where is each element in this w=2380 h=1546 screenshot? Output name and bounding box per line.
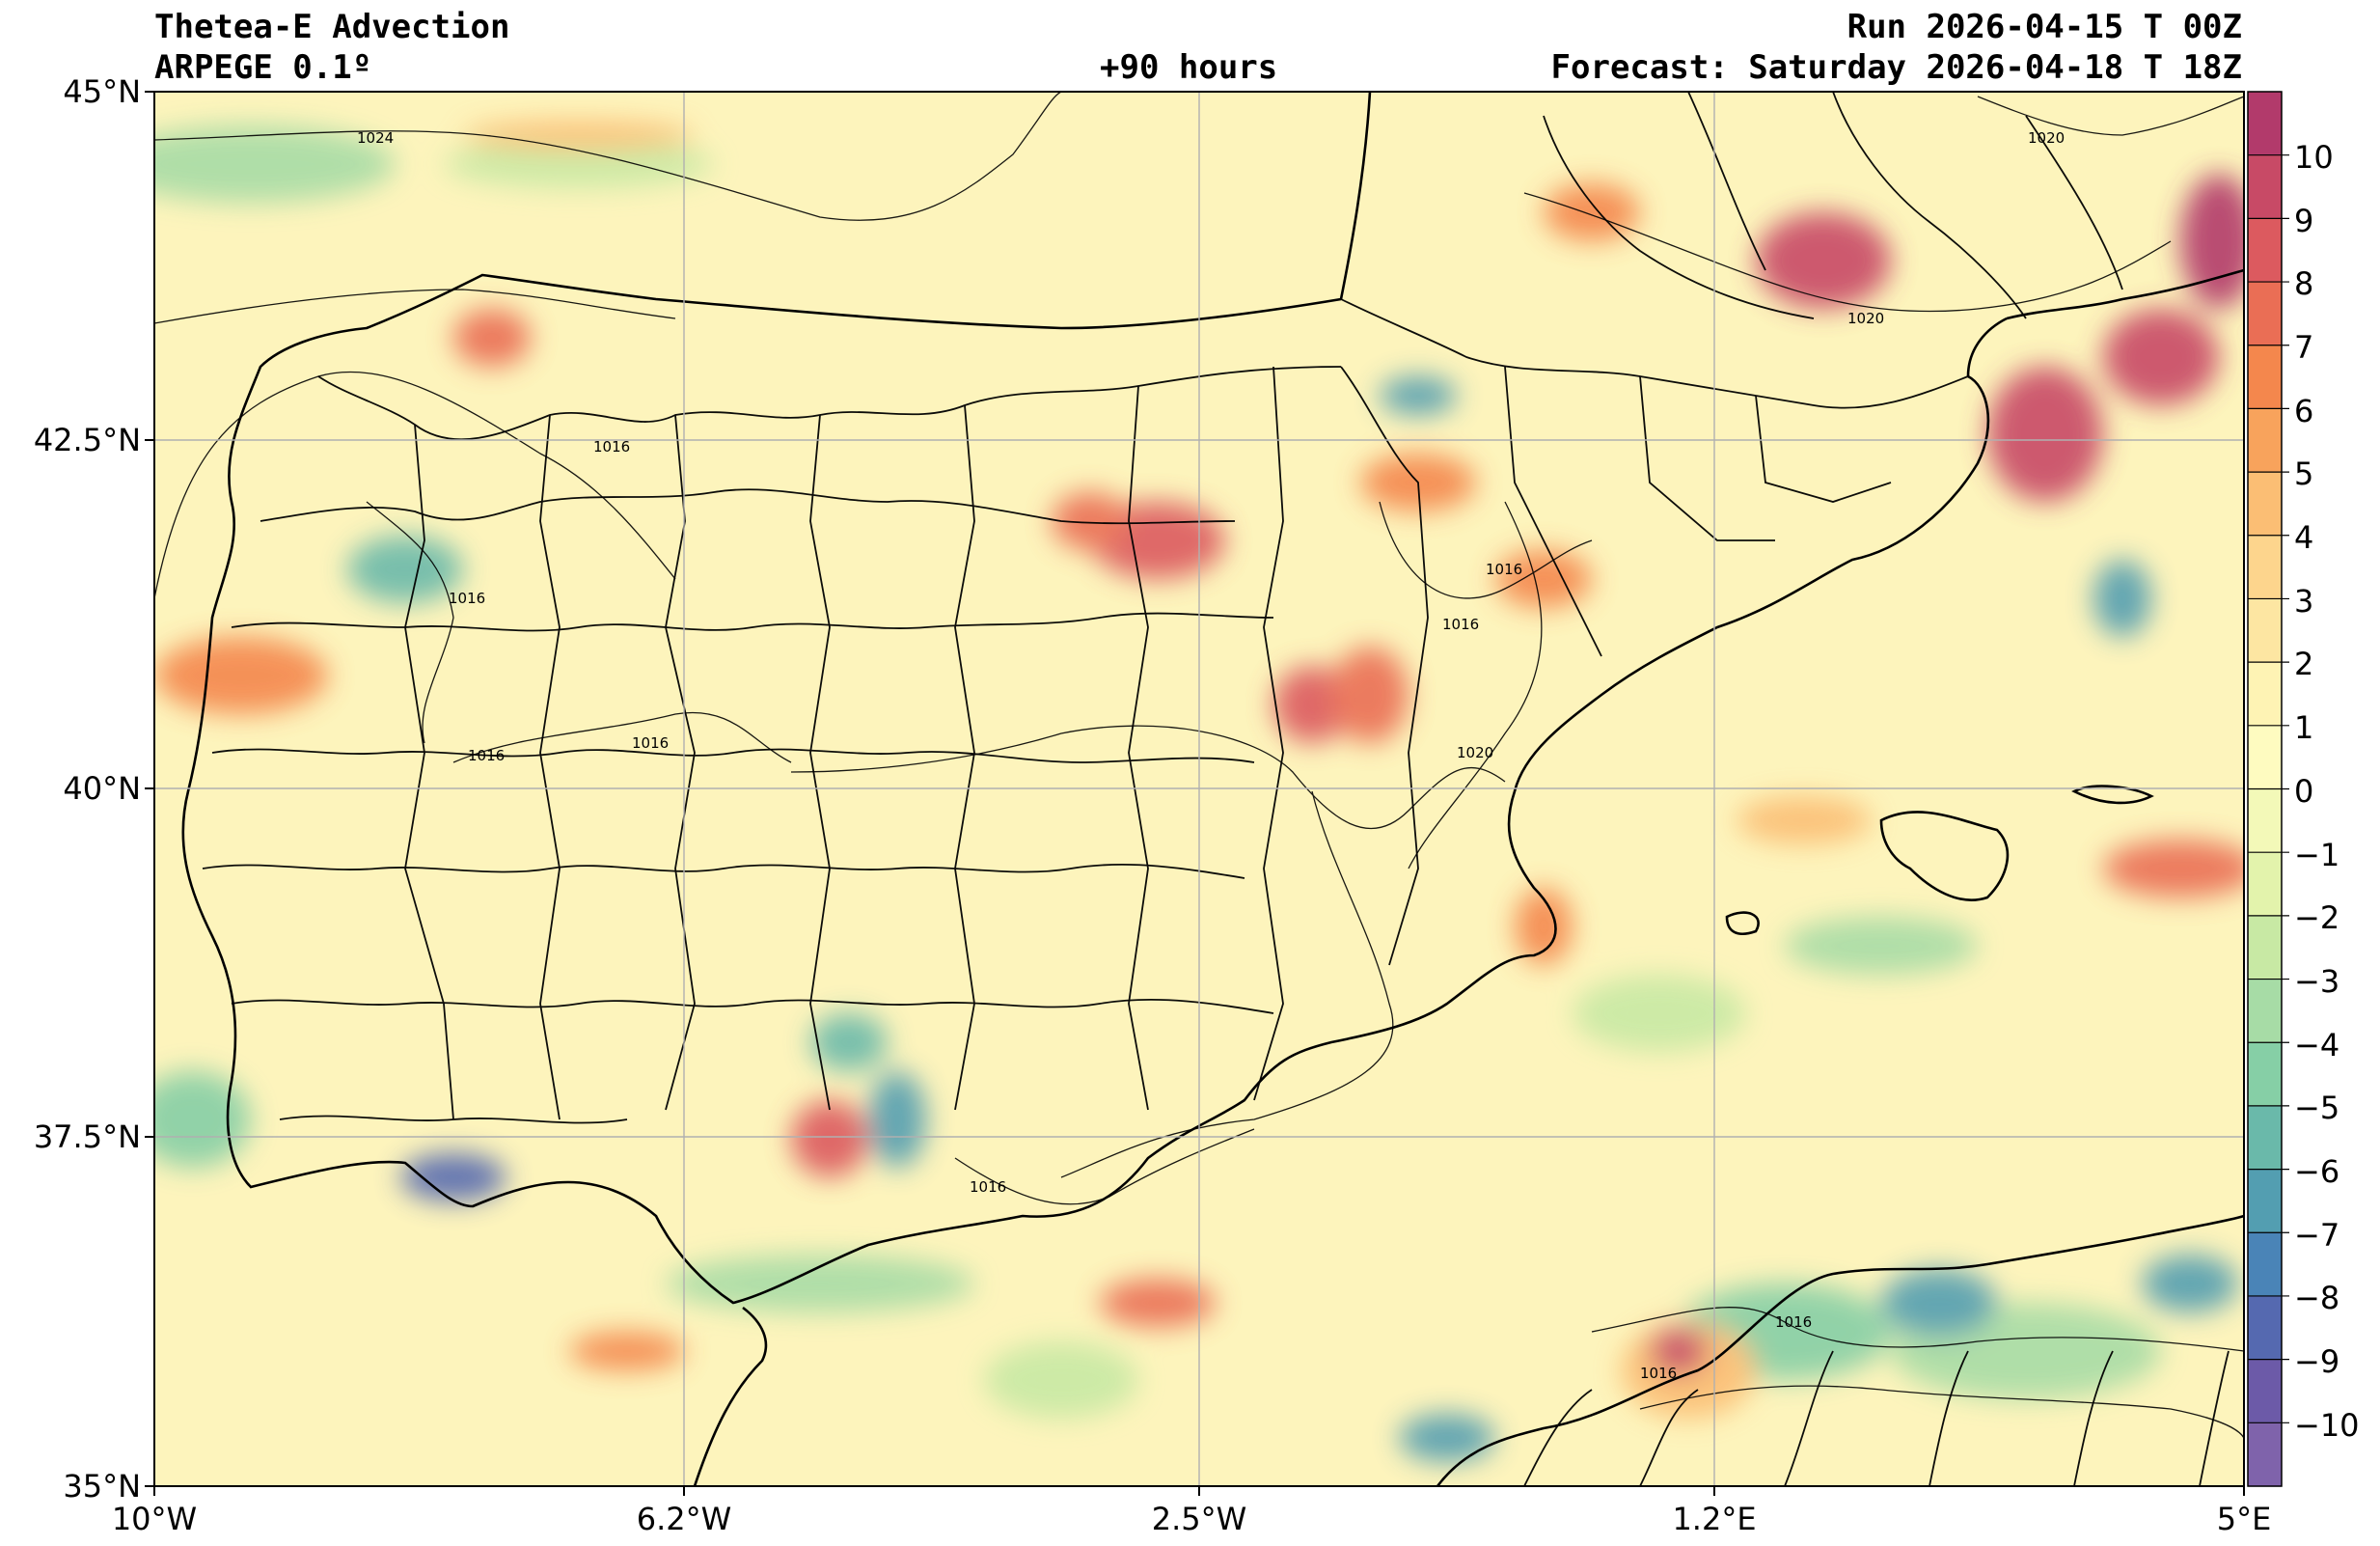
admin-boundaries [202,92,2230,1486]
graticule [154,92,2244,1486]
isobar-label: 1016 [1640,1365,1677,1382]
colorbar-swatch [2248,598,2282,663]
isobar-label: 1020 [2028,129,2065,147]
colorbar-swatch [2248,788,2282,853]
colorbar-tick-label: −8 [2294,1280,2339,1316]
isobar-label: 1016 [970,1178,1006,1196]
lat-tick-label: 40°N [63,770,141,807]
map-title: Thetea-E Advection [154,8,510,46]
colorbar-tick-label: −9 [2294,1343,2339,1380]
colorbar-swatch [2248,915,2282,980]
colorbar-tick-label: 4 [2294,519,2313,556]
colorbar-swatch [2248,282,2282,346]
isobar-label: 1016 [449,590,485,607]
colorbar-swatch [2248,1359,2282,1423]
colorbar-swatch [2248,535,2282,600]
colorbar-swatch [2248,92,2282,156]
colorbar-tick-label: 5 [2294,456,2313,492]
isobar-label: 1016 [593,438,630,456]
colorbar-tick-label: −6 [2294,1153,2339,1190]
lat-tick-label: 42.5°N [34,422,141,458]
model-label: ARPEGE 0.1º [154,48,372,87]
colorbar-tick-label: 9 [2294,203,2313,239]
isobar-label: 1016 [1442,616,1479,633]
lat-tick-label: 45°N [63,73,141,110]
colorbar-tick-label: −10 [2294,1407,2360,1444]
colorbar-tick-label: 2 [2294,646,2313,682]
colorbar-tick-label: 1 [2294,709,2313,746]
colorbar-swatch [2248,725,2282,790]
isobar-label: 1016 [632,734,669,752]
colorbar-tick-label: −4 [2294,1027,2339,1063]
colorbar-tick-label: 8 [2294,265,2313,302]
advection-field [154,92,2244,1486]
colorbar-tick-label: −5 [2294,1090,2339,1126]
colorbar-tick-label: 0 [2294,773,2313,810]
colorbar-tick-label: 3 [2294,583,2313,620]
valid-time-label: Forecast: Saturday 2026-04-18 T 18Z [1550,48,2242,87]
colorbar-swatch [2248,472,2282,537]
colorbar-swatch [2248,1105,2282,1171]
forecast-lead-label: +90 hours [1100,48,1278,87]
isobar-label: 1016 [1486,561,1522,578]
colorbar-tick-label: −2 [2294,899,2339,936]
colorbar-swatch [2248,154,2282,219]
colorbar-tick-label: −3 [2294,963,2339,1000]
colorbar-swatch [2248,1169,2282,1233]
colorbar-tick-label: −1 [2294,837,2339,873]
isobar-label: 1024 [357,129,394,147]
colorbar-tick-label: 7 [2294,329,2313,366]
colorbar-swatch [2248,218,2282,283]
colorbar-swatch [2248,979,2282,1043]
isobar-label: 1020 [1457,744,1493,761]
colorbar: 10 9 8 7 6 5 4 3 2 1 0 −1 −2 −3 −4 −5 −6… [2247,91,2360,1487]
colorbar-tick-label: −7 [2294,1217,2339,1254]
isobar-lines [154,92,2244,1439]
run-label: Run 2026-04-15 T 00Z [1847,8,2242,46]
colorbar-frame [2247,91,2283,1487]
colorbar-tick-marks [2248,154,2289,1423]
colorbar-swatch [2248,1422,2282,1487]
colorbar-swatch [2248,408,2282,473]
lat-tick-label: 35°N [63,1468,141,1505]
lon-tick-label: 2.5°W [1152,1501,1247,1537]
latitude-axis: 45°N 42.5°N 40°N 37.5°N 35°N [34,73,154,1505]
isobar-label: 1020 [1847,310,1884,327]
colorbar-tick-label: 10 [2294,139,2334,176]
isobar-label: 1016 [1775,1313,1812,1331]
lon-tick-label: 1.2°E [1672,1501,1756,1537]
lon-tick-label: 5°E [2217,1501,2272,1537]
lat-tick-label: 37.5°N [34,1118,141,1155]
colorbar-swatches [2248,92,2282,1487]
colorbar-swatch [2248,345,2282,410]
isobar-labels: 1024 1016 1016 1016 1016 1016 1016 1020 … [357,129,2065,1382]
colorbar-swatch [2248,662,2282,727]
longitude-axis: 10°W 6.2°W 2.5°W 1.2°E 5°E [112,1486,2271,1537]
lon-tick-label: 6.2°W [637,1501,732,1537]
colorbar-swatch [2248,1295,2282,1361]
isobar-label: 1016 [468,747,505,764]
coastlines [181,92,2244,1486]
colorbar-swatch [2248,1232,2282,1297]
colorbar-swatch [2248,1042,2282,1107]
colorbar-tick-label: 6 [2294,393,2313,429]
colorbar-swatch [2248,852,2282,917]
lon-tick-label: 10°W [112,1501,197,1537]
